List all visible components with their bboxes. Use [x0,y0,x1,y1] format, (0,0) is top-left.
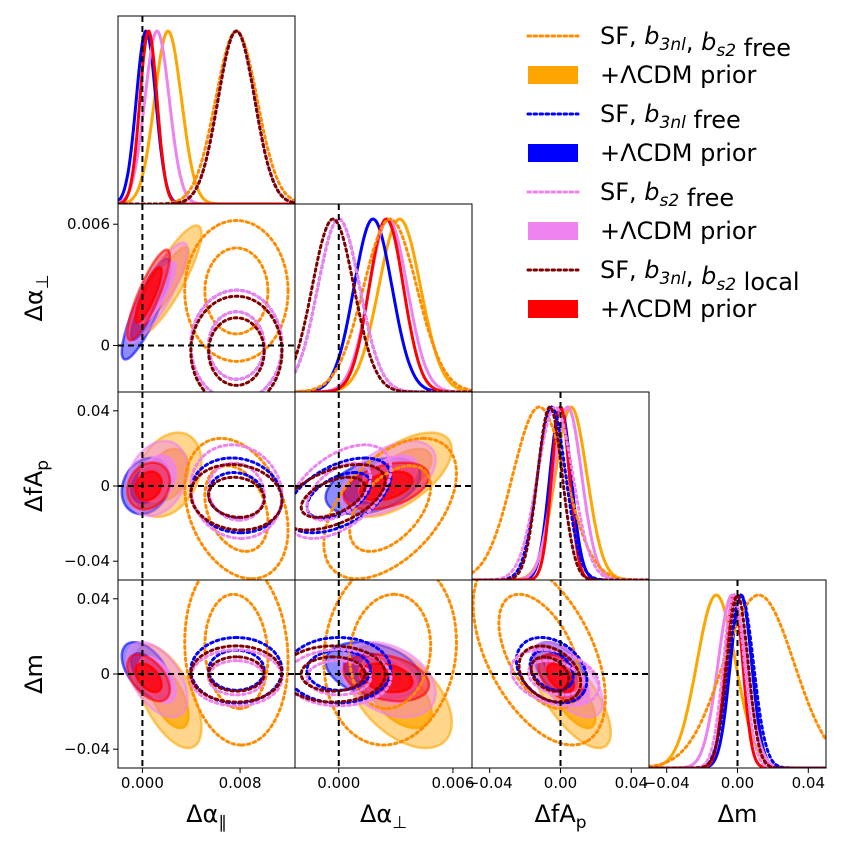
y-tick-label: −0.04 [64,552,110,570]
y-tick-label: 0.006 [67,215,110,233]
contour-dotted-ff8c00 [203,246,270,336]
x-axis-label-aperp: Δα⊥ [360,800,407,833]
y-tick-label: 0 [100,665,110,683]
contour-dotted-800000 [207,316,266,387]
panel-aperp-vs-apar [118,204,295,392]
pdf-ee82ee [295,217,472,392]
contour-dotted-800000 [517,644,583,704]
panel-1d-fAp [472,392,649,580]
y-tick-label: −0.04 [64,740,110,758]
x-axis-label-fAp: ΔfAp [534,800,586,833]
x-tick-label: 0.00 [544,774,577,792]
panel-m-vs-fAp [472,580,649,768]
y-axis-label-aperp: Δα⊥ [20,274,53,321]
pdf-ffa500 [118,29,295,204]
contour-dotted-ee82ee [189,648,284,708]
x-tick-label: −0.04 [467,774,513,792]
contour-dotted-ee82ee [509,648,601,708]
contour-dotted-ee82ee [207,659,266,697]
legend-label: +ΛCDM prior [600,295,757,323]
pdf-800000 [118,29,295,204]
panel-1d-apar [118,16,295,204]
x-tick-label: −0.04 [644,774,690,792]
legend-swatch-filled [528,144,578,162]
legend-label: SF, b3nl free [600,100,741,134]
x-axis-label-apar: Δα∥ [186,800,227,833]
contour-dotted-ee82ee [526,659,584,697]
y-axis-label-m: Δm [20,654,48,694]
y-tick-label: 0.04 [77,590,110,608]
legend-swatch-filled [528,222,578,240]
y-axis-label-fAp: ΔfAp [20,460,53,512]
contour-dotted-ee82ee [189,443,284,541]
legend-swatch-filled [528,66,578,84]
x-tick-label: 0.008 [219,774,262,792]
contour-dotted-800000 [299,655,367,693]
x-tick-label: 0.006 [431,774,474,792]
contour-dotted-ee82ee [295,443,393,541]
legend-label: SF, bs2 free [600,178,734,212]
pdf-ff0000 [118,29,295,204]
pdf-ff8c00 [118,29,295,204]
contour-dotted-800000 [189,462,284,532]
contour-dotted-800000 [189,294,284,392]
panel-fAp-vs-apar [118,392,295,580]
legend-swatch-filled [528,300,578,318]
contour-dotted-ff8c00 [322,580,459,747]
legend-label: SF, b3nl, bs2 local [600,256,800,296]
contour-dotted-ee82ee [207,310,266,381]
contour-dotted-ff8c00 [472,580,607,747]
x-tick-label: 0.04 [792,774,825,792]
panel-frame [294,203,473,393]
contour-dotted-800000 [207,655,266,693]
panel-m-vs-aperp [295,580,472,768]
pdf-ff8c00 [295,217,472,392]
contour-dotted-ff8c00 [183,436,290,580]
contour-dotted-800000 [207,475,266,519]
pdf-800000 [295,217,472,392]
contour-dotted-800000 [189,644,284,704]
contour-dotted-800000 [299,475,367,519]
x-tick-label: 0.04 [615,774,648,792]
legend-label: +ΛCDM prior [600,139,757,167]
contour-dotted-800000 [295,644,387,704]
contour-dotted-800000 [529,655,571,693]
panel-m-vs-apar [118,580,295,768]
panel-1d-aperp [295,204,472,392]
legend-label: SF, b3nl, bs2 free [600,22,791,62]
contour-dotted-800000 [295,462,387,532]
y-tick-label: 0.04 [77,402,110,420]
legend-label: +ΛCDM prior [600,61,757,89]
y-tick-label: 0 [100,337,110,355]
contour-dotted-ee82ee [305,461,373,522]
contour-dotted-ff8c00 [348,592,433,711]
contour-dotted-ff8c00 [183,580,290,747]
panel-fAp-vs-aperp [295,392,472,580]
pdf-ee82ee [118,29,295,204]
y-tick-label: 0 [100,477,110,495]
x-tick-label: 0.000 [121,774,164,792]
legend-label: +ΛCDM prior [600,217,757,245]
x-axis-label-m: Δm [718,800,758,828]
panel-1d-m [649,580,826,768]
x-tick-label: 0.000 [317,774,360,792]
x-tick-label: 0.00 [721,774,754,792]
